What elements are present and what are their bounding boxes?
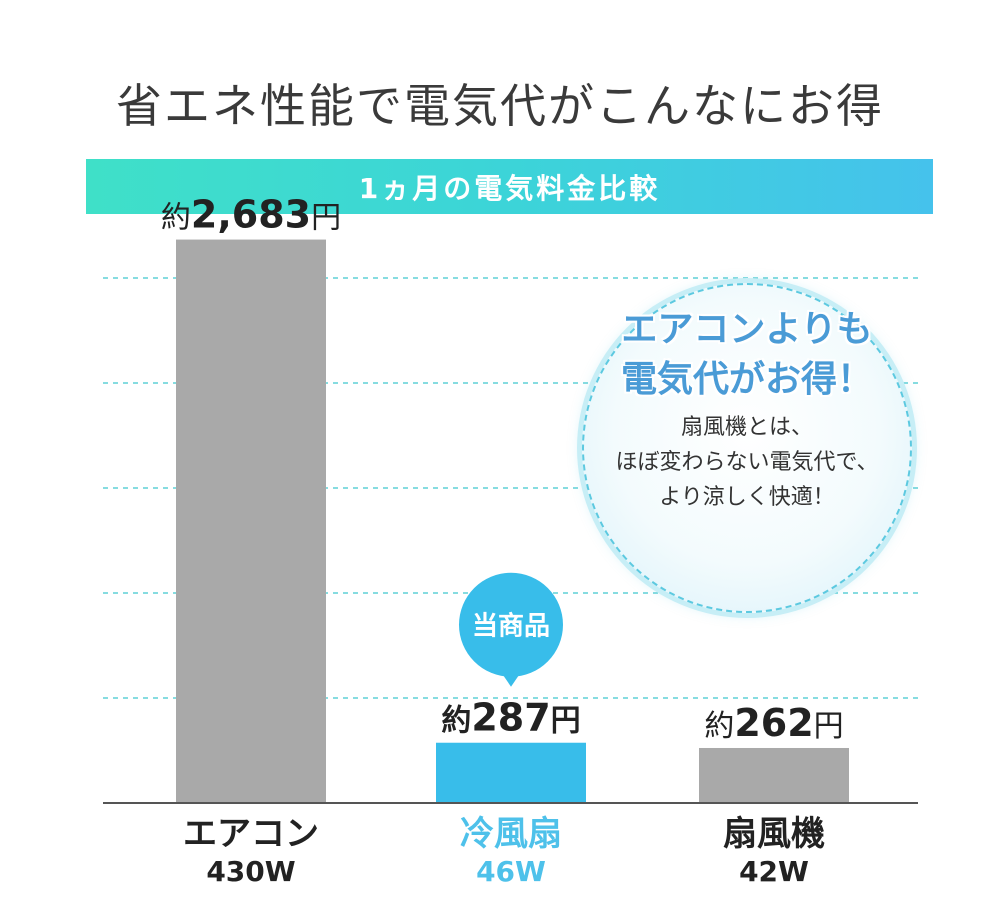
- wattage-label: 42W: [739, 855, 809, 888]
- value-label: 約287円: [441, 696, 580, 740]
- headline: 省エネ性能で電気代がこんなにお得: [116, 79, 884, 133]
- value-label: 約262円: [704, 701, 843, 745]
- wattage-label: 430W: [206, 855, 296, 888]
- wattage-label: 46W: [476, 855, 546, 888]
- bar: [699, 747, 849, 803]
- category-cooling-fan: 冷風扇 46W: [391, 815, 631, 891]
- category-label: エアコン: [183, 814, 319, 854]
- bar: [176, 239, 326, 803]
- category-label: 冷風扇: [460, 814, 562, 854]
- bar: [436, 742, 586, 803]
- highlight-badge-text: 当商品: [472, 611, 550, 642]
- category-aircon: エアコン 430W: [131, 815, 371, 891]
- callout-body-1: 扇風機とは、: [680, 415, 813, 440]
- category-label: 扇風機: [723, 814, 825, 854]
- callout-heading-1: エアコンよりも: [621, 309, 873, 350]
- highlight-badge: [459, 572, 563, 677]
- callout-body-2: ほぼ変わらない電気代で、: [615, 450, 879, 475]
- callout-heading-2: 電気代がお得！: [620, 359, 873, 400]
- callout-body-3: より涼しく快適！: [659, 485, 835, 510]
- chart-banner: 1ヵ月の電気料金比較: [86, 159, 933, 214]
- category-electric-fan: 扇風機 42W: [654, 815, 894, 891]
- callout-bubble: エアコンよりも 電気代がお得！ 扇風機とは、 ほぼ変わらない電気代で、 より涼し…: [582, 283, 912, 613]
- value-label: 約2,683円: [161, 193, 341, 237]
